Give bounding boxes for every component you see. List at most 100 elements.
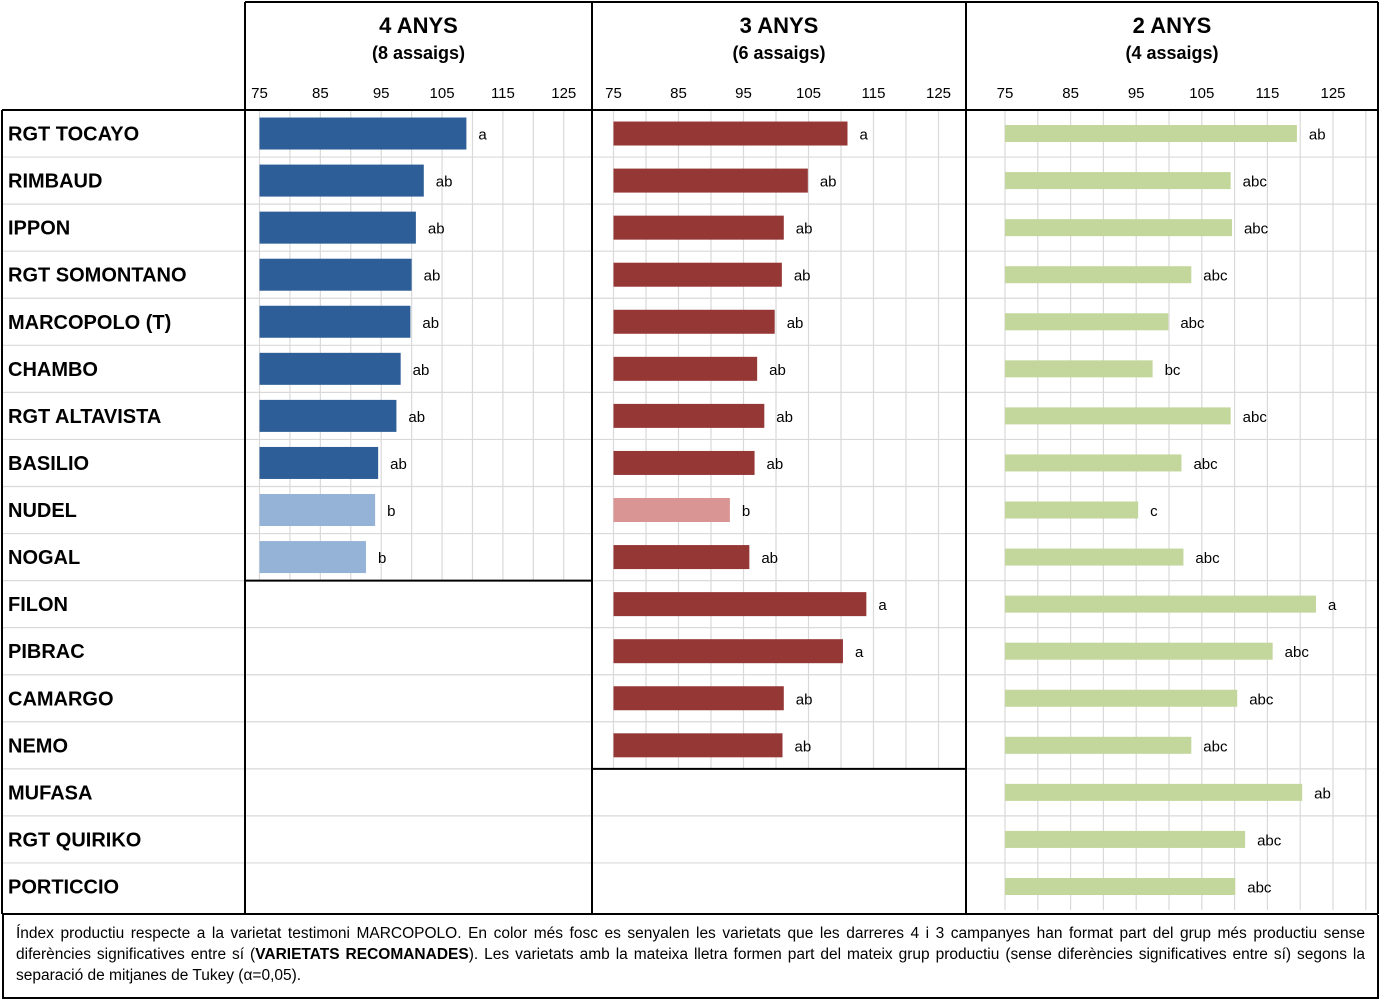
bar	[613, 403, 765, 428]
x-tick-label: 75	[997, 85, 1014, 102]
group-letter: abc	[1285, 644, 1310, 661]
group-letter: a	[478, 127, 487, 144]
x-tick-label: 125	[551, 85, 576, 102]
group-letter: ab	[776, 409, 793, 426]
bar	[1005, 454, 1182, 472]
bar	[1005, 501, 1139, 519]
x-tick-label: 115	[491, 85, 515, 102]
bar	[259, 258, 412, 291]
category-label: FILON	[8, 594, 68, 616]
bar	[613, 450, 755, 475]
bar	[613, 639, 843, 664]
bar	[1005, 689, 1238, 707]
group-letter: b	[742, 503, 750, 520]
x-tick-label: 85	[670, 85, 687, 102]
category-label: CHAMBO	[8, 359, 98, 381]
category-label: BASILIO	[8, 453, 89, 475]
group-letter: ab	[787, 315, 804, 332]
group-letter: ab	[436, 174, 453, 191]
bar	[613, 498, 730, 523]
x-tick-label: 115	[1255, 85, 1279, 102]
footnote-text-start: Índex productiu respecte a la varietat t…	[16, 925, 1365, 963]
group-letter: abc	[1180, 315, 1205, 332]
bar	[613, 309, 775, 334]
x-tick-label: 115	[862, 85, 886, 102]
group-letter: ab	[761, 550, 778, 567]
bar	[1005, 360, 1153, 378]
group-letter: ab	[820, 174, 837, 191]
bar	[1005, 783, 1303, 801]
group-letter: ab	[795, 738, 812, 755]
footnote-box: Índex productiu respecte a la varietat t…	[2, 915, 1379, 999]
x-tick-label: 95	[1128, 85, 1145, 102]
category-label: RGT QUIRIKO	[8, 829, 141, 851]
footnote-text-end: ). Les varietats amb la mateixa lletra f…	[16, 946, 1365, 984]
bar	[1005, 266, 1192, 284]
x-tick-label: 105	[430, 85, 455, 102]
panel-subtitle: (6 assaigs)	[732, 43, 825, 63]
category-label: RGT SOMONTANO	[8, 265, 187, 287]
category-label: RIMBAUD	[8, 171, 102, 193]
bar	[613, 356, 758, 381]
category-label: RGT TOCAYO	[8, 124, 139, 146]
x-tick-label: 75	[605, 85, 622, 102]
footnote-highlight: VARIETATS RECOMANADES	[255, 946, 469, 963]
category-label: IPPON	[8, 218, 70, 240]
x-tick-label: 125	[926, 85, 951, 102]
x-tick-label: 125	[1320, 85, 1345, 102]
group-letter: abc	[1195, 550, 1220, 567]
bar	[613, 686, 784, 711]
bar	[259, 164, 424, 197]
category-label: NUDEL	[8, 500, 77, 522]
group-letter: a	[855, 644, 864, 661]
category-label: MUFASA	[8, 782, 92, 804]
group-letter: abc	[1203, 738, 1228, 755]
bar	[1005, 877, 1236, 895]
category-label: NOGAL	[8, 547, 80, 569]
panel-title: 3 ANYS	[740, 13, 819, 38]
bar	[1005, 548, 1184, 566]
group-letter: bc	[1165, 362, 1181, 379]
bar	[1005, 407, 1231, 425]
bar	[1005, 313, 1169, 331]
category-label: PIBRAC	[8, 641, 85, 663]
group-letter: abc	[1257, 832, 1282, 849]
bar	[1005, 125, 1297, 143]
group-letter: abc	[1193, 456, 1218, 473]
x-tick-label: 105	[1189, 85, 1214, 102]
bar	[259, 117, 467, 150]
bar	[259, 541, 366, 574]
bar	[1005, 219, 1232, 237]
panel-title: 4 ANYS	[379, 13, 458, 38]
group-letter: abc	[1249, 691, 1274, 708]
category-label: PORTICCIO	[8, 876, 119, 898]
group-letter: a	[860, 127, 869, 144]
bar	[1005, 736, 1192, 754]
yield-index-chart: 4 ANYS (8 assaigs) 75 85 95 105 115 125 3 ANYS (6…	[1, 1, 1379, 915]
bar	[259, 211, 416, 244]
x-tick-label: 85	[1062, 85, 1079, 102]
group-letter: ab	[796, 691, 813, 708]
category-label: NEMO	[8, 735, 68, 757]
group-letter: ab	[1314, 785, 1331, 802]
group-letter: ab	[769, 362, 786, 379]
category-label: CAMARGO	[8, 688, 114, 710]
bar	[1005, 595, 1316, 613]
bar	[1005, 172, 1231, 190]
group-letter: abc	[1244, 221, 1269, 238]
bar	[613, 262, 782, 287]
bar	[1005, 642, 1273, 660]
group-letter: ab	[1309, 127, 1326, 144]
bar	[259, 352, 401, 385]
x-tick-label: 95	[735, 85, 752, 102]
bar	[259, 399, 397, 432]
bar	[259, 305, 411, 338]
group-letter: a	[878, 597, 887, 614]
x-tick-label: 95	[373, 85, 390, 102]
category-label: RGT ALTAVISTA	[8, 406, 161, 428]
panel-subtitle: (8 assaigs)	[372, 43, 465, 63]
bar	[613, 121, 848, 146]
bar	[613, 168, 808, 193]
group-letter: abc	[1247, 879, 1272, 896]
footnote: Índex productiu respecte a la varietat t…	[16, 923, 1365, 986]
